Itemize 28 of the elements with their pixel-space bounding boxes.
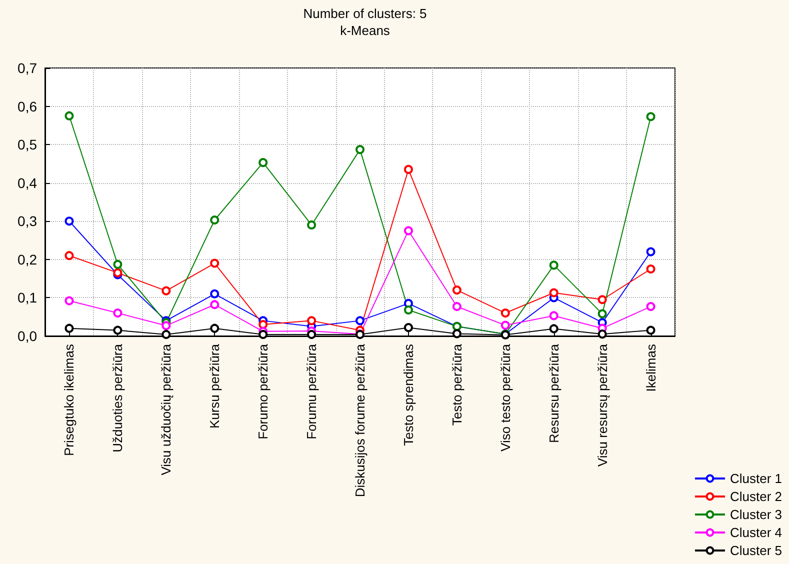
legend-label: Cluster 5 — [730, 543, 782, 558]
legend-label: Cluster 3 — [730, 507, 782, 522]
legend-label: Cluster 2 — [730, 489, 782, 504]
x-tick-label: Forumo peržiūra — [256, 343, 271, 440]
y-tick-label: 0,1 — [18, 290, 38, 306]
x-tick-label: Visu resursų peržiūra — [594, 343, 610, 467]
y-tick-label: 0,0 — [18, 328, 38, 344]
x-tick-label: Resursu peržiūra — [546, 343, 562, 443]
chart-title: Number of clusters: 5 — [303, 6, 427, 21]
x-tick-label: Visu užduočių peržiūra — [158, 343, 174, 476]
y-tick-label: 0,5 — [18, 136, 38, 153]
legend-label: Cluster 1 — [730, 471, 782, 486]
x-tick-label: Testo sprendimas — [400, 344, 416, 446]
x-tick-label: Diskusijos forume peržiūra — [352, 343, 368, 498]
y-tick-label: 0,2 — [18, 251, 38, 268]
x-tick-label: Ikelimas — [643, 344, 658, 392]
y-tick-label: 0,3 — [18, 213, 38, 230]
chart-subtitle: k-Means — [340, 23, 390, 38]
y-tick-label: 0,4 — [18, 174, 38, 191]
x-tick-label: Užduoties peržiūra — [110, 343, 126, 452]
legend-label: Cluster 4 — [730, 525, 782, 540]
x-tick-label: Testo peržiūra — [449, 343, 464, 426]
x-tick-label: Kursu peržiūra — [207, 343, 222, 429]
x-tick-label: Viso testo peržiūra — [498, 343, 513, 452]
y-tick-label: 0,6 — [18, 98, 38, 114]
x-tick-label: Forumu peržiūra — [304, 343, 320, 440]
y-tick-label: 0,7 — [18, 60, 38, 76]
x-tick-label: Prisegtuko ikelimas — [62, 344, 77, 456]
